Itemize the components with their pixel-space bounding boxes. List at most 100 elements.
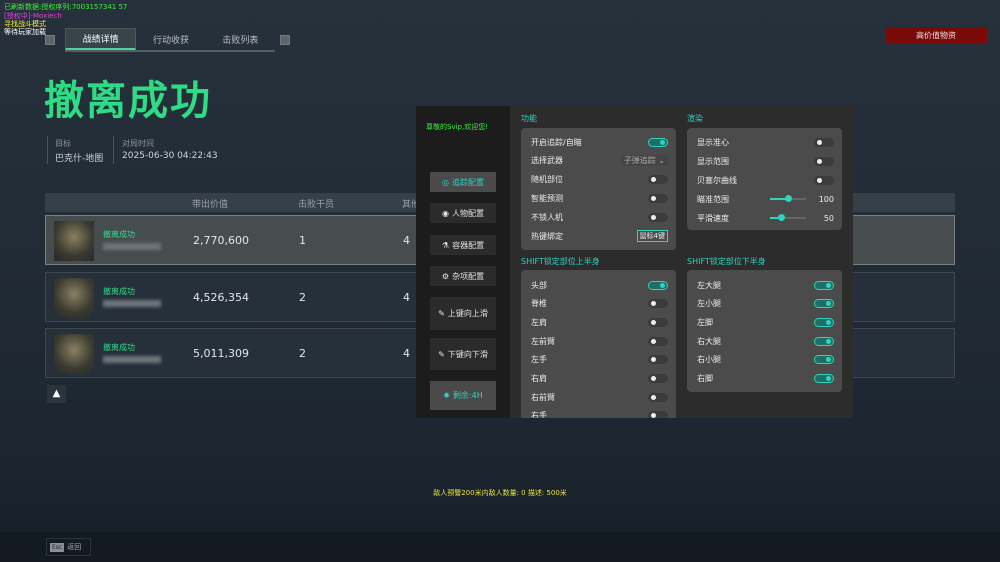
toggle-switch[interactable] xyxy=(814,137,834,147)
toggle-switch[interactable] xyxy=(648,280,668,290)
sidebar-item[interactable]: ⚗ 容器配置 xyxy=(430,235,496,255)
toggle-row: 左手 xyxy=(531,354,668,366)
status-line: 已刷新数据:授权序列:7003157341 57 xyxy=(4,3,128,11)
toggle-row: 右肩 xyxy=(531,373,668,385)
lower-body-card: 左大腿 左小腿 左脚 右大腿 右小腿 右脚 xyxy=(687,270,842,392)
toggle-switch[interactable] xyxy=(648,374,668,383)
toggle-switch[interactable] xyxy=(814,299,834,309)
toggle-switch[interactable] xyxy=(814,317,834,327)
toggle-row: 右小腿 xyxy=(697,354,834,366)
dropper-icon: ✎ xyxy=(438,349,445,359)
next-tab-icon[interactable] xyxy=(280,35,290,45)
slider-value: 100 xyxy=(818,194,834,204)
slider-fill xyxy=(770,198,788,200)
crosshair-icon: ◎ xyxy=(442,177,449,187)
sidebar-item[interactable]: ✎ 上键向上滑 xyxy=(430,297,496,330)
status-line: 寻找战斗模式 xyxy=(4,20,46,28)
header-other: 其他 xyxy=(402,200,421,210)
slider-label: 瞄准范围 xyxy=(697,194,729,204)
slider[interactable]: 100 xyxy=(770,195,834,204)
toggle-switch[interactable] xyxy=(814,374,834,383)
welcome-text: 尊敬的Svip,欢迎您! xyxy=(426,123,489,131)
sidebar-item[interactable]: ⚙ 杂项配置 xyxy=(430,266,496,286)
toggle-switch[interactable] xyxy=(648,336,668,346)
player-name-blurred xyxy=(103,300,161,307)
toggle-label: 显示范围 xyxy=(697,156,729,166)
row-value: 5,011,309 xyxy=(193,347,249,360)
toggle-switch[interactable] xyxy=(814,156,834,166)
row-other: 4 xyxy=(403,291,410,304)
slider-handle[interactable] xyxy=(777,214,785,221)
toggle-label: 右小腿 xyxy=(697,355,721,365)
toggle-switch[interactable] xyxy=(648,411,668,418)
toggle-row: 左小腿 xyxy=(697,298,834,310)
toggle-switch[interactable] xyxy=(814,355,834,365)
slider-track[interactable] xyxy=(770,214,806,221)
toggle-switch[interactable] xyxy=(814,336,834,346)
toggle-switch[interactable] xyxy=(648,355,668,365)
row-status: 撤离成功 xyxy=(103,230,135,239)
toggle-label: 左手 xyxy=(531,355,547,365)
toggle-switch[interactable] xyxy=(648,317,668,327)
toggle-switch[interactable] xyxy=(648,212,668,222)
toggle-switch[interactable] xyxy=(648,299,668,309)
toggle-switch[interactable] xyxy=(648,174,668,184)
player-name-blurred xyxy=(103,356,161,363)
toggle-row: 智能预测 xyxy=(531,192,668,204)
hotkey-label: 热键绑定 xyxy=(531,231,563,241)
toggle-label: 智能预测 xyxy=(531,193,563,203)
toggle-switch[interactable] xyxy=(814,175,834,185)
target-value: 巴克什-地图 xyxy=(55,154,104,164)
enemy-warning-text: 敌人预警200米内敌人数量: 0 描述: 500米 xyxy=(433,489,567,497)
toggle-label: 右手 xyxy=(531,411,547,418)
function-card: 开启追踪/自瞄 选择武器 子弹追踪 ⌄ 随机部位 智能预测 不锁人机 热键绑定 鼠标4键 xyxy=(521,128,676,250)
tab-bar: 战绩详情 行动收获 击败列表 xyxy=(65,28,275,52)
slider-track[interactable] xyxy=(770,195,806,202)
toggle-row: 右前臂 xyxy=(531,391,668,403)
toggle-row: 脊椎 xyxy=(531,298,668,310)
page-title: 撤离成功 xyxy=(44,78,212,124)
back-label: 返回 xyxy=(67,543,82,551)
enable-label: 开启追踪/自瞄 xyxy=(531,137,582,147)
toggle-label: 贝塞尔曲线 xyxy=(697,175,737,185)
tab-kill-list[interactable]: 击败列表 xyxy=(222,35,259,46)
toggle-label: 随机部位 xyxy=(531,174,563,184)
toggle-label: 左小腿 xyxy=(697,299,721,309)
row-status: 撤离成功 xyxy=(103,343,135,352)
hotkey-button[interactable]: 鼠标4键 xyxy=(636,230,668,242)
sidebar-item[interactable]: ✎ 下键向下滑 xyxy=(430,338,496,370)
sidebar-item[interactable]: ◉ 人物配置 xyxy=(430,203,496,223)
tab-record-details[interactable]: 战绩详情 xyxy=(65,28,137,50)
section-title: 渲染 xyxy=(687,114,703,123)
prev-tab-icon[interactable] xyxy=(45,35,55,45)
toggle-label: 右脚 xyxy=(697,374,713,383)
row-value: 4,526,354 xyxy=(193,291,249,304)
chevron-down-icon: ⌄ xyxy=(658,155,665,165)
slider-row: 瞄准范围 100 xyxy=(697,193,834,205)
avatar xyxy=(54,278,94,318)
enable-toggle[interactable] xyxy=(648,137,668,147)
row-kills: 1 xyxy=(299,234,306,247)
back-button[interactable]: Esc 返回 xyxy=(46,538,91,556)
tab-action-gains[interactable]: 行动收获 xyxy=(152,35,189,46)
slider-handle[interactable] xyxy=(785,195,792,202)
sidebar-item[interactable]: ◎ 追踪配置 xyxy=(430,172,496,192)
toggle-switch[interactable] xyxy=(648,392,668,402)
toggle-row: 左肩 xyxy=(531,316,668,328)
sidebar-item-label: 杂项配置 xyxy=(452,271,485,281)
toggle-switch[interactable] xyxy=(648,193,668,203)
cheat-menu-panel: 尊敬的Svip,欢迎您! ◎ 追踪配置 ◉ 人物配置 ⚗ 容器配置 ⚙ 杂项配置 ✎ 上键向上滑 ✎… xyxy=(416,106,853,418)
sidebar-item-label: 容器配置 xyxy=(452,240,485,250)
toggle-label: 左肩 xyxy=(531,317,547,327)
weapon-select[interactable]: 子弹追踪 ⌄ xyxy=(620,154,668,166)
toggle-row: 左脚 xyxy=(697,316,834,328)
toggle-switch[interactable] xyxy=(814,280,834,290)
toggle-label: 左前臂 xyxy=(531,336,555,346)
sidebar-item[interactable]: ✹ 剩余:4H xyxy=(430,381,496,410)
warning-icon[interactable]: ▲ xyxy=(47,385,66,403)
slider[interactable]: 50 xyxy=(770,214,834,223)
row-kills: 2 xyxy=(299,291,306,304)
high-value-items-button[interactable]: 高价值物资 xyxy=(885,27,987,43)
slider-row: 平滑速度 50 xyxy=(697,212,834,224)
flask-icon: ⚗ xyxy=(441,240,450,250)
